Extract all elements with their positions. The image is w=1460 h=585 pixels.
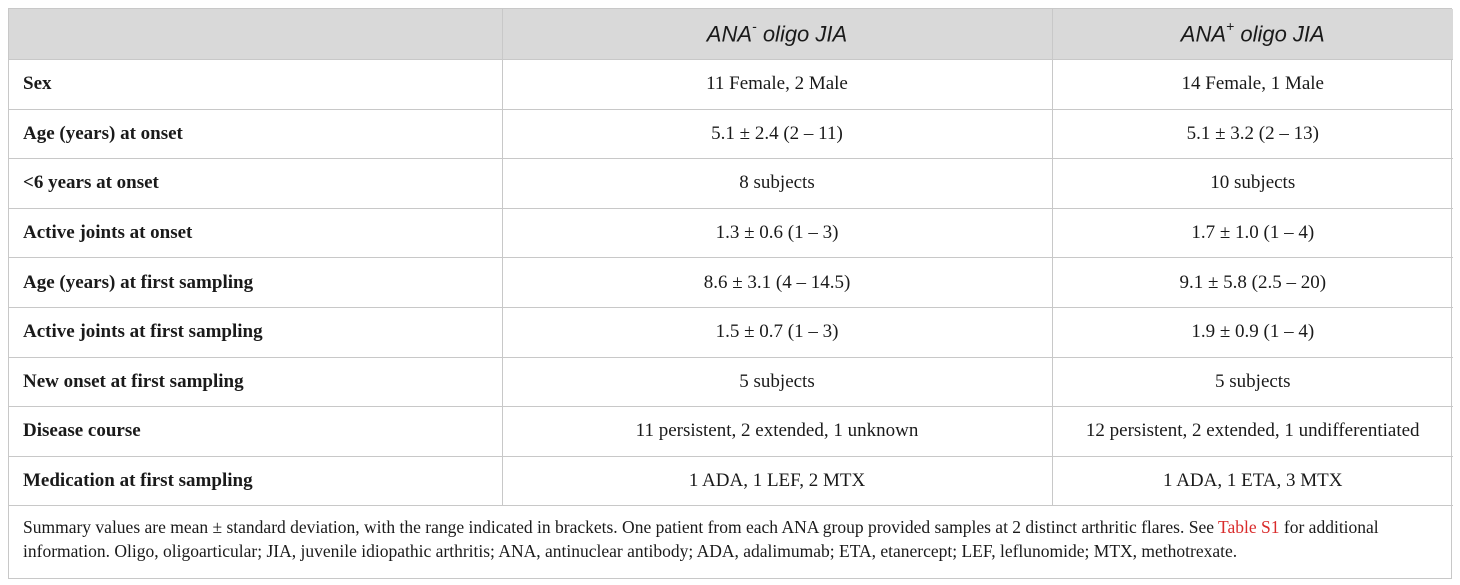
table-row: Active joints at first sampling 1.5 ± 0.… (9, 306, 1453, 358)
row-label: Medication at first sampling (9, 455, 503, 507)
cell-ana-positive: 1.9 ± 0.9 (1 – 4) (1051, 306, 1453, 358)
cell-ana-positive: 14 Female, 1 Male (1051, 59, 1453, 110)
header-empty-cell (9, 9, 503, 60)
table-row: Age (years) at onset 5.1 ± 2.4 (2 – 11) … (9, 108, 1453, 160)
table-row: <6 years at onset 8 subjects 10 subjects (9, 158, 1453, 209)
row-label: Active joints at onset (9, 207, 503, 259)
cell-ana-negative: 11 persistent, 2 extended, 1 unknown (501, 406, 1053, 457)
cell-ana-positive: 9.1 ± 5.8 (2.5 – 20) (1051, 257, 1453, 308)
cell-ana-positive: 1 ADA, 1 ETA, 3 MTX (1051, 455, 1453, 507)
table-row: Disease course 11 persistent, 2 extended… (9, 406, 1453, 457)
table-row: Sex 11 Female, 2 Male 14 Female, 1 Male (9, 59, 1453, 110)
cell-ana-negative: 11 Female, 2 Male (501, 59, 1053, 110)
data-table: ANA- oligo JIA ANA+ oligo JIA Sex 11 Fem… (9, 9, 1453, 507)
table-row: New onset at first sampling 5 subjects 5… (9, 356, 1453, 408)
cell-ana-negative: 8.6 ± 3.1 (4 – 14.5) (501, 257, 1053, 308)
row-label: Disease course (9, 406, 503, 457)
cell-ana-negative: 5 subjects (501, 356, 1053, 408)
row-label: <6 years at onset (9, 158, 503, 209)
table-header-row: ANA- oligo JIA ANA+ oligo JIA (9, 9, 1453, 60)
cell-ana-negative: 8 subjects (501, 158, 1053, 209)
row-label: Age (years) at onset (9, 108, 503, 160)
header-ana-negative: ANA- oligo JIA (501, 9, 1053, 60)
cell-ana-negative: 5.1 ± 2.4 (2 – 11) (501, 108, 1053, 160)
table-footnote: Summary values are mean ± standard devia… (9, 506, 1451, 563)
footnote-text-start: Summary values are mean ± standard devia… (23, 517, 1219, 538)
cell-ana-positive: 1.7 ± 1.0 (1 – 4) (1051, 207, 1453, 259)
cell-ana-positive: 5 subjects (1051, 356, 1453, 408)
table-row: Medication at first sampling 1 ADA, 1 LE… (9, 455, 1453, 507)
cell-ana-negative: 1.3 ± 0.6 (1 – 3) (501, 207, 1053, 259)
row-label: New onset at first sampling (9, 356, 503, 408)
cell-ana-negative: 1.5 ± 0.7 (1 – 3) (501, 306, 1053, 358)
table-s1-link[interactable]: Table S1 (1218, 517, 1280, 538)
table-row: Active joints at onset 1.3 ± 0.6 (1 – 3)… (9, 207, 1453, 259)
cell-ana-negative: 1 ADA, 1 LEF, 2 MTX (501, 455, 1053, 507)
row-label: Sex (9, 59, 503, 110)
header-ana-positive: ANA+ oligo JIA (1051, 9, 1453, 60)
cell-ana-positive: 5.1 ± 3.2 (2 – 13) (1051, 108, 1453, 160)
table-row: Age (years) at first sampling 8.6 ± 3.1 … (9, 257, 1453, 308)
cell-ana-positive: 10 subjects (1051, 158, 1453, 209)
row-label: Active joints at first sampling (9, 306, 503, 358)
cell-ana-positive: 12 persistent, 2 extended, 1 undifferent… (1051, 406, 1453, 457)
data-table-container: ANA- oligo JIA ANA+ oligo JIA Sex 11 Fem… (8, 8, 1453, 579)
row-label: Age (years) at first sampling (9, 257, 503, 308)
footnote-text-end: for additional information. Oligo, oligo… (23, 517, 1379, 562)
